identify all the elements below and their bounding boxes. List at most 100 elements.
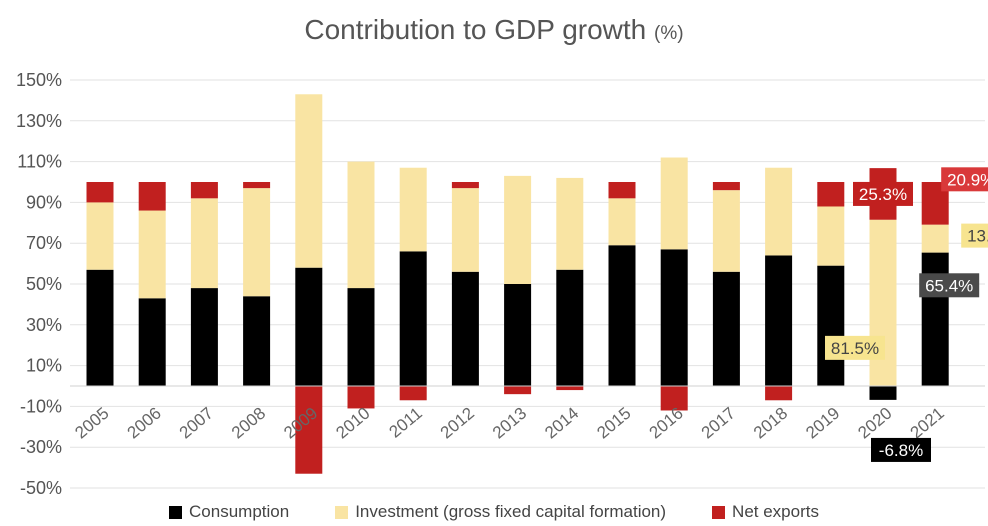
data-label-box-2021-consumption <box>919 273 980 298</box>
bar-consumption-2008 <box>243 296 271 386</box>
x-tick-label: 2010 <box>332 404 373 443</box>
data-label-box-2020-net <box>853 181 913 206</box>
bar-net-exports-2019 <box>817 182 845 207</box>
y-tick-label: 10% <box>26 356 62 376</box>
x-tick-label: 2005 <box>71 404 112 443</box>
x-tick-label: 2013 <box>489 404 530 443</box>
bar-consumption-2010 <box>347 288 375 386</box>
legend-item-investment: Investment (gross fixed capital formatio… <box>335 502 666 522</box>
legend-label-consumption: Consumption <box>189 502 290 521</box>
bar-investment-2017 <box>712 190 740 272</box>
bar-consumption-2006 <box>138 298 166 386</box>
bar-net-exports-2018 <box>765 386 793 401</box>
legend-item-net-exports: Net exports <box>712 502 819 522</box>
x-tick-label: 2017 <box>698 404 739 443</box>
x-tick-label: 2008 <box>228 404 269 443</box>
y-tick-label: 90% <box>26 192 62 212</box>
y-tick-label: 50% <box>26 274 62 294</box>
bar-investment-2021 <box>921 224 949 253</box>
x-tick-label: 2018 <box>750 404 791 443</box>
bar-investment-2019 <box>817 206 845 266</box>
bar-net-exports-2011 <box>399 386 427 401</box>
y-tick-label: -30% <box>20 437 62 457</box>
x-tick-label: 2011 <box>386 404 426 442</box>
data-label-box-2021-net <box>941 167 988 192</box>
bar-net-exports-2015 <box>608 182 636 199</box>
legend-swatch-investment <box>335 505 349 519</box>
chart-legend: Consumption Investment (gross fixed capi… <box>0 502 988 522</box>
bar-investment-2016 <box>660 157 688 250</box>
bar-investment-2020 <box>869 219 897 386</box>
bar-investment-2012 <box>451 188 479 272</box>
bar-investment-2005 <box>86 202 114 270</box>
bar-net-exports-2006 <box>138 182 166 211</box>
chart-title-wrap: Contribution to GDP growth (%) <box>0 14 988 46</box>
x-tick-label: 2019 <box>802 404 843 443</box>
data-label-box-2020-investment <box>825 335 885 360</box>
bar-consumption-2019 <box>817 265 845 386</box>
bar-net-exports-2017 <box>712 182 740 191</box>
data-label-2021-net: 20.9% <box>947 170 988 189</box>
x-tick-label: 2012 <box>437 404 478 443</box>
legend-label-net-exports: Net exports <box>732 502 819 521</box>
gdp-contribution-chart: 150% 130% 110% 90% 70% 50% 30% 10% -10% -30% -50% 2… <box>16 70 988 498</box>
bar-investment-2014 <box>556 177 584 270</box>
bar-consumption-2011 <box>399 251 427 386</box>
bar-investment-2015 <box>608 198 636 246</box>
data-label-2020-investment: 81.5% <box>831 339 879 358</box>
x-tick-label: 2021 <box>907 404 948 443</box>
bar-net-exports-2010 <box>347 386 375 409</box>
bar-net-exports-2012 <box>451 182 479 189</box>
bar-consumption-2020 <box>869 386 897 400</box>
data-label-2021-consumption: 65.4% <box>925 276 973 295</box>
bar-net-exports-2005 <box>86 182 114 203</box>
y-tick-label: 110% <box>17 152 62 172</box>
bar-consumption-2012 <box>451 271 479 386</box>
y-tick-label: -50% <box>20 478 62 498</box>
y-tick-label: 70% <box>26 233 62 253</box>
bar-investment-2018 <box>765 167 793 256</box>
bar-net-exports-2009 <box>295 386 323 474</box>
data-label-box-2020-consumption <box>871 437 931 462</box>
y-tick-label: 30% <box>26 315 62 335</box>
y-tick-label: 130% <box>16 111 62 131</box>
x-tick-label: 2015 <box>593 404 634 443</box>
bar-investment-2008 <box>243 188 271 297</box>
x-tick-label: 2007 <box>176 404 217 443</box>
bar-investment-2011 <box>399 167 427 252</box>
bar-consumption-2007 <box>190 288 218 386</box>
bar-investment-2010 <box>347 161 375 289</box>
bar-consumption-2021 <box>921 252 949 386</box>
bar-consumption-2017 <box>712 271 740 386</box>
chart-title-unit: (%) <box>654 23 684 44</box>
x-tick-label: 2006 <box>124 404 165 443</box>
bar-net-exports-2014 <box>556 386 584 391</box>
bar-consumption-2018 <box>765 255 793 386</box>
bar-investment-2013 <box>504 175 532 284</box>
bar-consumption-2005 <box>86 269 114 386</box>
bar-net-exports-2008 <box>243 182 271 189</box>
bar-investment-2006 <box>138 210 166 299</box>
legend-swatch-consumption <box>169 505 183 519</box>
data-label-box-2021-investment <box>961 223 988 248</box>
x-tick-label: 2020 <box>854 404 895 443</box>
bar-consumption-2015 <box>608 245 636 386</box>
legend-item-consumption: Consumption <box>169 502 289 522</box>
y-tick-label: -10% <box>20 396 62 416</box>
bar-consumption-2013 <box>504 284 532 386</box>
bar-net-exports-2007 <box>190 182 218 199</box>
y-tick-label: 150% <box>16 70 62 90</box>
legend-swatch-net-exports <box>712 505 726 519</box>
x-tick-label: 2014 <box>541 404 582 443</box>
bar-investment-2009 <box>295 94 323 268</box>
data-label-2020-net: 25.3% <box>859 185 907 204</box>
bar-consumption-2014 <box>556 269 584 386</box>
chart-title: Contribution to GDP growth <box>304 14 647 45</box>
bar-investment-2007 <box>190 198 218 289</box>
bar-net-exports-2013 <box>504 386 532 395</box>
data-label-2020-consumption: -6.8% <box>879 441 923 460</box>
bar-consumption-2009 <box>295 267 323 386</box>
data-label-2021-investment: 13.7% <box>967 227 988 246</box>
legend-label-investment: Investment (gross fixed capital formatio… <box>355 502 667 521</box>
bar-consumption-2016 <box>660 249 688 386</box>
